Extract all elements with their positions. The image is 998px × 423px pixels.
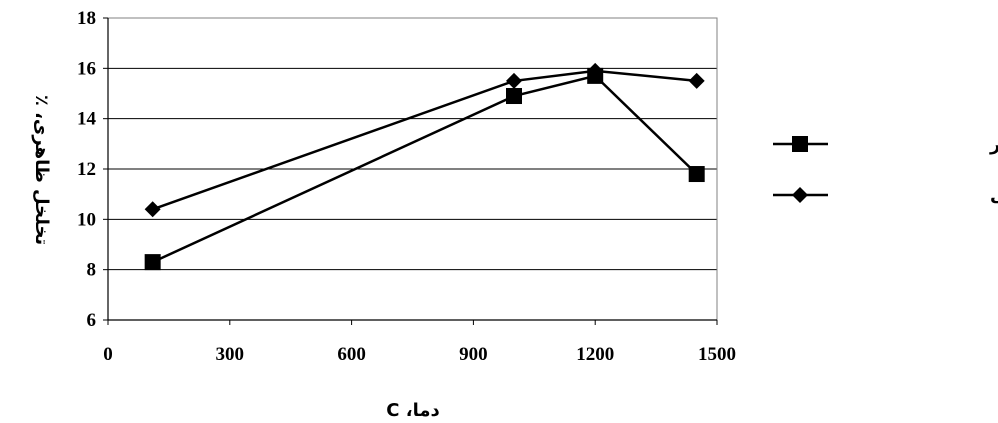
data-point-diamond [688, 72, 705, 89]
x-tick-label: 300 [216, 344, 245, 365]
legend-label: آندالوزیت خارجی [990, 183, 998, 206]
tick-labels: 6 8 10 12 14 16 18 0 300 600 900 1200 1500 [77, 8, 736, 365]
series-line-diamond [152, 69, 697, 211]
y-tick-label: 18 [77, 8, 96, 29]
x-tick-label: 900 [459, 344, 488, 365]
y-tick-label: 8 [87, 260, 97, 281]
series-line-square [152, 74, 698, 264]
data-point-square [144, 254, 161, 271]
x-tick-label: 1200 [576, 344, 614, 365]
y-tick-label: 12 [77, 159, 96, 180]
data-point-diamond [144, 201, 161, 218]
legend: آندالوزیت ملایر آندالوزیت خارجی [773, 132, 998, 206]
data-series [144, 62, 705, 271]
x-axis-title: دما، C [386, 400, 439, 421]
x-tick-label: 1500 [698, 344, 736, 365]
y-tick-label: 14 [77, 109, 97, 130]
y-axis-title: تخلخل ظاهری، ٪ [31, 95, 52, 245]
data-point-square [688, 166, 705, 183]
legend-marker-diamond [792, 187, 808, 203]
y-tick-label: 10 [77, 209, 96, 230]
data-point-square [506, 88, 522, 105]
data-point-diamond [506, 72, 522, 89]
legend-marker-square [792, 136, 808, 152]
data-point-diamond [587, 62, 604, 79]
y-tick-label: 16 [77, 58, 96, 79]
gridlines [108, 67, 717, 271]
legend-label: آندالوزیت ملایر [989, 132, 998, 155]
x-tick-label: 0 [103, 344, 113, 365]
axes [103, 17, 718, 325]
x-tick-label: 600 [337, 344, 366, 365]
y-tick-label: 6 [87, 310, 97, 331]
